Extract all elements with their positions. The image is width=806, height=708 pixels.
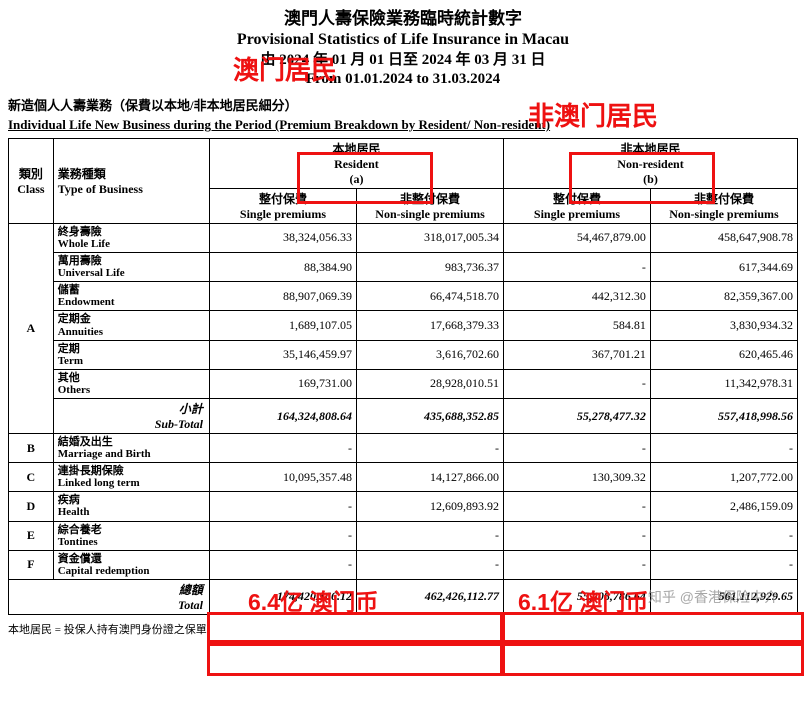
subtotal-label: 小計Sub-Total bbox=[53, 399, 209, 434]
table-row: 其他Others 169,731.00 28,928,010.51 - 11,3… bbox=[9, 369, 798, 398]
row-label: 定期金Annuities bbox=[53, 311, 209, 340]
col-nonresident: 非本地居民Non-resident(b) bbox=[504, 138, 798, 188]
class-A: A bbox=[9, 223, 54, 433]
redbox-total-2 bbox=[502, 640, 804, 676]
title-zh: 澳門人壽保險業務臨時統計數字 bbox=[8, 8, 798, 30]
total-label: 總額Total bbox=[9, 579, 210, 614]
row-label: 儲蓄Endowment bbox=[53, 282, 209, 311]
class-C: C bbox=[9, 463, 54, 492]
col-nres-nsp: 非整付保費Non-single premiums bbox=[650, 188, 797, 223]
period-zh: 由 2024 年 01 月 01 日至 2024 年 03 月 31 日 bbox=[8, 51, 798, 71]
col-nres-sp: 整付保費Single premiums bbox=[504, 188, 651, 223]
sub-zh: 新造個人人壽業務（保費以本地/非本地居民細分） bbox=[8, 96, 798, 116]
class-D: D bbox=[9, 492, 54, 521]
watermark: 知乎 @香港保险中介 bbox=[648, 587, 778, 607]
col-res-sp: 整付保費Single premiums bbox=[209, 188, 356, 223]
col-class: 類別Class bbox=[9, 138, 54, 223]
class-F: F bbox=[9, 550, 54, 579]
data-table: 類別Class 業務種類Type of Business 本地居民Residen… bbox=[8, 138, 798, 615]
table-row: B 結婚及出生Marriage and Birth - - - - bbox=[9, 434, 798, 463]
subheading: 新造個人人壽業務（保費以本地/非本地居民細分） Individual Life … bbox=[8, 96, 798, 135]
table-row: A 終身壽險Whole Life 38,324,056.33 318,017,0… bbox=[9, 223, 798, 252]
table-row: E 綜合養老Tontines - - - - bbox=[9, 521, 798, 550]
class-B: B bbox=[9, 434, 54, 463]
class-E: E bbox=[9, 521, 54, 550]
table-row: C 連掛長期保險Linked long term 10,095,357.48 1… bbox=[9, 463, 798, 492]
table-row: 萬用壽險Universal Life 88,384.90 983,736.37 … bbox=[9, 253, 798, 282]
col-type: 業務種類Type of Business bbox=[53, 138, 209, 223]
col-res-nsp: 非整付保費Non-single premiums bbox=[356, 188, 503, 223]
table-row: 定期Term 35,146,459.97 3,616,702.60 367,70… bbox=[9, 340, 798, 369]
row-label: 結婚及出生Marriage and Birth bbox=[53, 434, 209, 463]
row-label: 萬用壽險Universal Life bbox=[53, 253, 209, 282]
footnote: 本地居民 = 投保人持有澳門身份證之保單 bbox=[8, 621, 798, 637]
period-en: From 01.01.2024 to 31.03.2024 bbox=[8, 70, 798, 90]
title-en: Provisional Statistics of Life Insurance… bbox=[8, 30, 798, 51]
row-label: 終身壽險Whole Life bbox=[53, 223, 209, 252]
row-label: 其他Others bbox=[53, 369, 209, 398]
redbox-total-1 bbox=[207, 640, 503, 676]
table-row-subtotal: 小計Sub-Total 164,324,808.64 435,688,352.8… bbox=[9, 399, 798, 434]
row-label: 綜合養老Tontines bbox=[53, 521, 209, 550]
sub-en: Individual Life New Business during the … bbox=[8, 115, 798, 135]
table-row: 定期金Annuities 1,689,107.05 17,668,379.33 … bbox=[9, 311, 798, 340]
row-label: 資金償還Capital redemption bbox=[53, 550, 209, 579]
table-row: 儲蓄Endowment 88,907,069.39 66,474,518.70 … bbox=[9, 282, 798, 311]
table-row: F 資金償還Capital redemption - - - - bbox=[9, 550, 798, 579]
row-label: 疾病Health bbox=[53, 492, 209, 521]
col-resident: 本地居民Resident(a) bbox=[209, 138, 503, 188]
row-label: 定期Term bbox=[53, 340, 209, 369]
table-row: D 疾病Health - 12,609,893.92 - 2,486,159.0… bbox=[9, 492, 798, 521]
row-label: 連掛長期保險Linked long term bbox=[53, 463, 209, 492]
heading: 澳門人壽保險業務臨時統計數字 Provisional Statistics of… bbox=[8, 8, 798, 90]
